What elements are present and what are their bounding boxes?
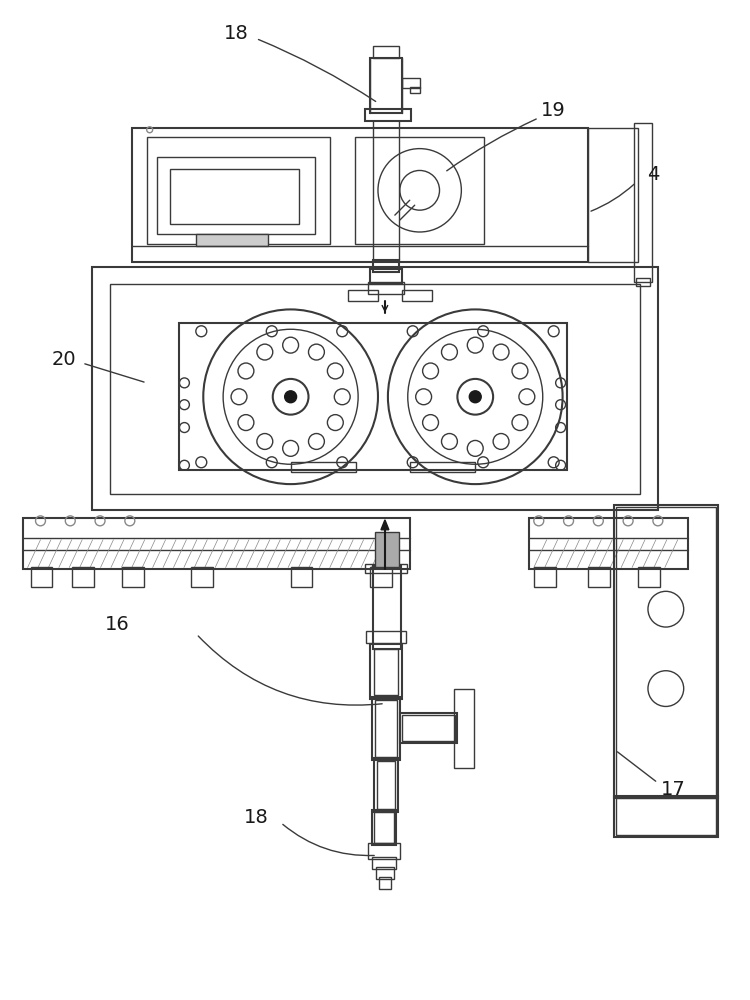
Bar [616, 798, 716, 835]
Circle shape [285, 391, 296, 403]
Bar [374, 649, 398, 695]
Bar [291, 462, 356, 472]
Bar [291, 567, 313, 587]
Text: 18: 18 [224, 24, 248, 43]
Bar [157, 157, 316, 234]
Bar [365, 564, 407, 573]
Bar [370, 269, 402, 284]
Bar [368, 843, 400, 859]
Bar [370, 644, 402, 699]
Bar [402, 78, 420, 88]
Bar [374, 812, 394, 843]
Circle shape [470, 391, 482, 403]
Bar [402, 290, 431, 301]
Bar [356, 137, 484, 244]
Bar [410, 87, 420, 93]
Bar [614, 796, 718, 837]
Text: 17: 17 [661, 780, 686, 799]
Polygon shape [381, 520, 389, 530]
Bar [22, 518, 410, 569]
Bar [31, 567, 52, 587]
Text: 20: 20 [52, 350, 76, 369]
Bar [534, 567, 556, 587]
Bar [634, 123, 652, 282]
Bar [614, 505, 718, 798]
Bar [179, 323, 566, 470]
Bar [372, 810, 396, 845]
Bar [348, 290, 378, 301]
Bar [373, 46, 399, 58]
Bar [379, 877, 391, 889]
Bar [373, 566, 400, 649]
Bar [170, 169, 298, 224]
Bar [191, 567, 213, 587]
Bar [372, 857, 396, 869]
Bar [196, 234, 268, 246]
Bar [365, 109, 411, 121]
Bar [616, 507, 716, 796]
Bar [72, 567, 94, 587]
Bar [589, 567, 610, 587]
Text: 16: 16 [104, 615, 129, 634]
Text: 19: 19 [542, 101, 566, 120]
Bar [589, 128, 638, 262]
Bar [376, 867, 394, 879]
Bar [454, 689, 474, 768]
Bar [375, 532, 399, 567]
Bar [400, 713, 458, 743]
Text: 4: 4 [646, 165, 659, 184]
Bar [370, 58, 402, 113]
Bar [375, 700, 397, 757]
Bar [372, 697, 400, 760]
Bar [374, 758, 398, 812]
Bar [366, 631, 406, 643]
Bar [110, 284, 640, 494]
Bar [529, 518, 688, 569]
Bar [368, 282, 404, 294]
Bar [410, 462, 476, 472]
Bar [373, 260, 399, 272]
Bar [636, 278, 650, 286]
Bar [377, 761, 394, 809]
Text: 18: 18 [244, 808, 268, 827]
Bar [122, 567, 144, 587]
Bar [92, 267, 658, 510]
Bar [147, 137, 330, 244]
Bar [370, 567, 392, 587]
Bar [132, 128, 589, 262]
Bar [638, 567, 660, 587]
Bar [402, 715, 455, 741]
